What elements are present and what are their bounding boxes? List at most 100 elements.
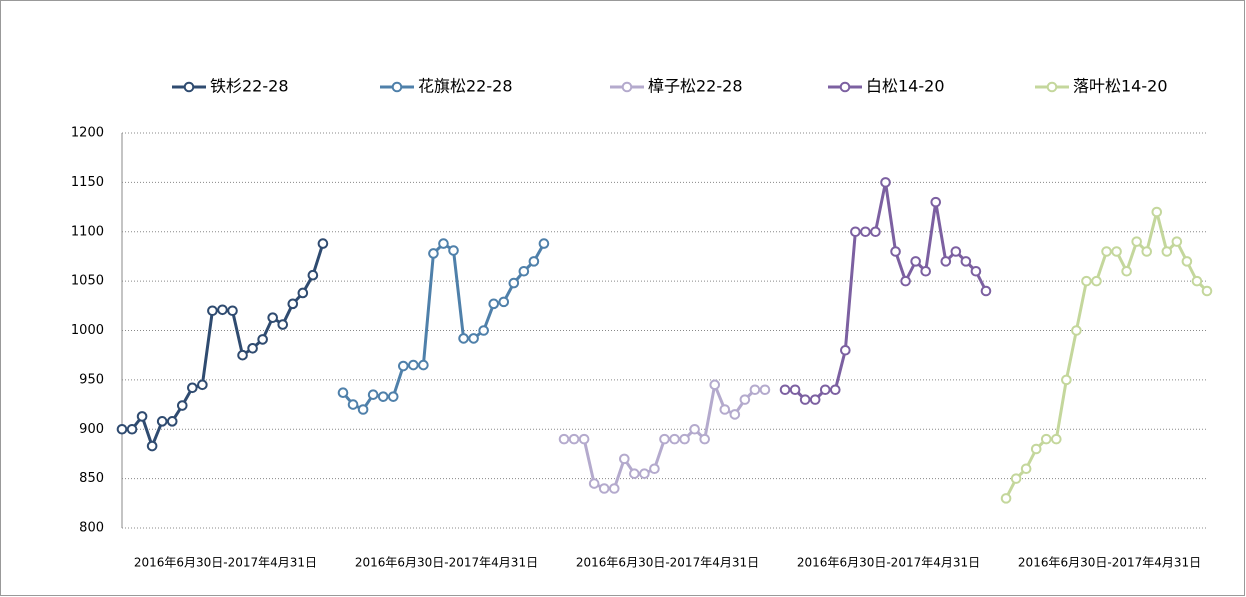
marker xyxy=(478,325,489,336)
marker xyxy=(1061,374,1072,386)
marker xyxy=(890,246,901,257)
marker xyxy=(498,296,510,308)
marker xyxy=(247,342,258,354)
marker xyxy=(789,384,801,396)
marker xyxy=(458,333,469,344)
marker xyxy=(277,319,289,330)
marker xyxy=(428,248,439,259)
y-tick-label: 800 xyxy=(79,521,104,536)
marker xyxy=(840,344,851,356)
x-tick-label: 2016年6月30日-2017年4月31日 xyxy=(1018,556,1201,570)
marker xyxy=(619,453,630,465)
marker xyxy=(1161,246,1173,257)
marker xyxy=(709,379,721,391)
marker xyxy=(629,468,640,479)
marker xyxy=(438,238,449,249)
marker xyxy=(980,285,992,297)
marker xyxy=(649,463,660,475)
marker xyxy=(759,384,771,396)
y-tick-label: 900 xyxy=(79,422,104,437)
marker xyxy=(1141,246,1153,257)
marker xyxy=(930,196,942,208)
marker xyxy=(1121,265,1132,277)
marker xyxy=(307,269,319,281)
marker xyxy=(1151,206,1163,218)
marker xyxy=(970,265,982,277)
y-tick-label: 1200 xyxy=(71,126,104,141)
marker xyxy=(297,287,309,299)
legend-label: 铁杉22-28 xyxy=(210,77,289,96)
marker xyxy=(860,226,871,238)
marker xyxy=(1111,246,1122,257)
marker xyxy=(829,384,841,396)
marker xyxy=(1091,275,1102,287)
marker xyxy=(166,416,178,427)
marker xyxy=(1131,236,1142,247)
marker xyxy=(1030,443,1042,455)
legend-label: 花旗松22-28 xyxy=(418,77,513,96)
marker xyxy=(317,238,329,249)
x-tick-label: 2016年6月30日-2017年4月31日 xyxy=(797,556,980,570)
marker xyxy=(237,349,248,361)
marker xyxy=(187,382,198,394)
marker xyxy=(809,394,821,405)
marker xyxy=(1000,493,1012,504)
marker xyxy=(679,433,690,445)
marker xyxy=(267,312,278,323)
marker xyxy=(488,298,500,310)
marker xyxy=(257,334,268,345)
marker xyxy=(608,483,620,494)
marker xyxy=(207,305,218,317)
marker xyxy=(739,394,751,405)
x-tick-label: 2016年6月30日-2017年4月31日 xyxy=(576,556,759,570)
marker xyxy=(387,391,399,402)
marker xyxy=(749,384,761,396)
marker xyxy=(1020,463,1032,475)
marker xyxy=(588,478,600,489)
marker xyxy=(940,256,952,267)
marker xyxy=(197,379,208,391)
y-tick-label: 1150 xyxy=(71,175,104,190)
legend-marker xyxy=(839,81,851,93)
marker xyxy=(699,433,710,445)
marker xyxy=(669,433,680,445)
marker xyxy=(729,409,741,420)
marker xyxy=(639,468,650,479)
marker xyxy=(217,304,228,316)
marker xyxy=(377,391,389,402)
legend-marker xyxy=(183,81,195,93)
legend-label: 樟子松22-28 xyxy=(648,77,743,96)
marker xyxy=(136,411,148,422)
marker xyxy=(910,256,921,267)
marker xyxy=(176,400,188,411)
marker xyxy=(950,246,962,257)
marker xyxy=(870,226,881,238)
x-tick-label: 2016年6月30日-2017年4月31日 xyxy=(355,556,538,570)
marker xyxy=(227,305,238,317)
marker xyxy=(508,277,520,289)
marker xyxy=(408,359,419,371)
legend-label: 落叶松14-20 xyxy=(1073,77,1168,96)
marker xyxy=(1010,473,1022,484)
marker xyxy=(819,384,831,396)
marker xyxy=(558,433,570,445)
marker xyxy=(1071,325,1082,336)
marker xyxy=(598,483,610,494)
legend-marker xyxy=(391,81,403,93)
marker xyxy=(538,238,550,249)
legend-marker xyxy=(621,81,633,93)
legend-label: 白松14-20 xyxy=(866,77,945,96)
marker xyxy=(357,404,369,415)
marker xyxy=(146,440,158,452)
marker xyxy=(528,256,540,267)
marker xyxy=(850,226,861,238)
marker xyxy=(468,333,479,344)
marker xyxy=(900,275,911,287)
marker xyxy=(1081,275,1092,287)
marker xyxy=(1101,246,1112,257)
y-tick-label: 1050 xyxy=(71,274,104,289)
y-tick-label: 950 xyxy=(79,372,104,387)
y-tick-label: 850 xyxy=(79,471,104,486)
marker xyxy=(126,423,138,435)
y-tick-label: 1100 xyxy=(71,224,104,239)
